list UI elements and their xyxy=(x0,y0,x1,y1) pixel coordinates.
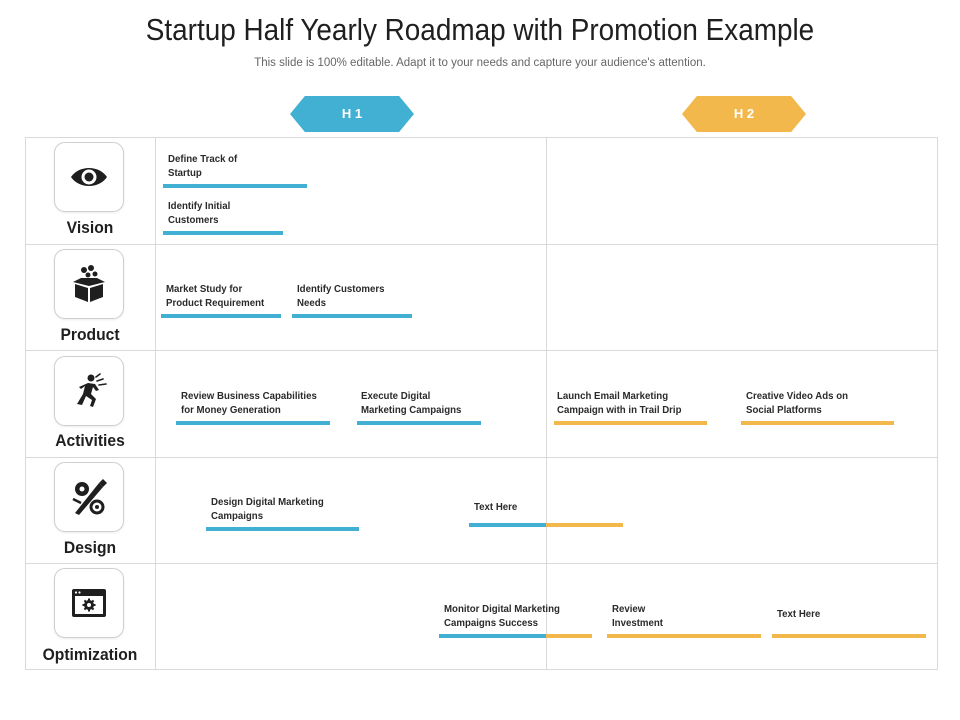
task-bar-h2 xyxy=(772,634,926,638)
box-icon xyxy=(73,265,105,302)
row-label-product: Product xyxy=(60,325,120,344)
task-label: Launch Email Marketing Campaign with in … xyxy=(557,390,682,416)
page-title: Startup Half Yearly Roadmap with Promoti… xyxy=(145,12,815,47)
grid-border-bottom xyxy=(25,669,938,670)
task-label: Market Study for Product Requirement xyxy=(166,283,265,309)
task-bar-h1 xyxy=(206,527,359,531)
task-label: Design Digital Marketing Campaigns xyxy=(211,496,324,522)
running-person-icon xyxy=(77,373,107,407)
task-label: Execute Digital Marketing Campaigns xyxy=(361,390,462,416)
task-bar-h2 xyxy=(607,634,761,638)
task-bar-h1 xyxy=(357,421,481,425)
eye-icon xyxy=(71,168,107,186)
product-icon-box xyxy=(54,249,124,319)
task-label: Review Investment xyxy=(612,603,664,629)
task-label: Identify Initial Customers xyxy=(168,200,231,226)
row-label-optimization: Optimization xyxy=(42,645,138,664)
task-label: Text Here xyxy=(474,501,518,513)
task-label: Text Here xyxy=(777,608,821,620)
task-bar-h1 xyxy=(176,421,330,425)
task-bar-h2 xyxy=(546,523,623,527)
vision-icon-box xyxy=(54,142,124,212)
grid-row-divider xyxy=(25,244,938,245)
design-tools-icon xyxy=(72,479,107,515)
task-bar-h1 xyxy=(161,314,281,318)
task-label: Identify Customers Needs xyxy=(297,283,385,309)
design-icon-box xyxy=(54,462,124,532)
task-label: Define Track of Startup xyxy=(168,153,238,179)
task-bar-h1 xyxy=(439,634,546,638)
activities-icon-box xyxy=(54,356,124,426)
task-label: Monitor Digital Marketing Campaigns Succ… xyxy=(444,603,560,629)
phase-h2-badge: H 2 xyxy=(682,96,806,132)
page-subtitle: This slide is 100% editable. Adapt it to… xyxy=(254,57,706,69)
task-label: Review Business Capabilities for Money G… xyxy=(181,390,317,416)
grid-row-divider xyxy=(25,350,938,351)
task-bar-h1 xyxy=(163,184,307,188)
grid-border-top xyxy=(25,137,938,138)
task-label: Creative Video Ads on Social Platforms xyxy=(746,390,849,416)
row-label-design: Design xyxy=(63,538,117,557)
task-bar-h1 xyxy=(163,231,283,235)
grid-row-divider xyxy=(25,457,938,458)
task-bar-h1 xyxy=(469,523,546,527)
optimization-icon-box xyxy=(54,568,124,638)
task-bar-h1 xyxy=(292,314,412,318)
task-bar-h2 xyxy=(546,634,592,638)
browser-settings-icon xyxy=(72,589,106,617)
task-bar-h2 xyxy=(741,421,894,425)
grid-border-right xyxy=(937,137,938,670)
phase-h1-badge: H 1 xyxy=(290,96,414,132)
grid-border-left xyxy=(25,137,26,670)
grid-row-divider xyxy=(25,563,938,564)
row-label-activities: Activities xyxy=(55,431,125,450)
task-bar-h2 xyxy=(554,421,707,425)
grid-column-divider-h1-h2 xyxy=(546,137,547,670)
row-label-vision: Vision xyxy=(66,218,114,237)
grid-column-divider xyxy=(155,137,156,670)
